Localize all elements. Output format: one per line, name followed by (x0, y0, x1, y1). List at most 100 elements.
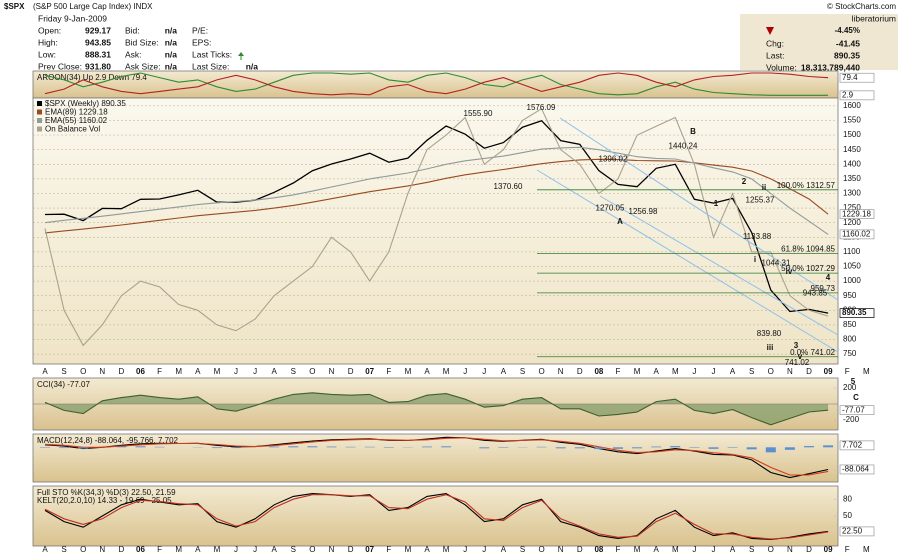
quote-value: 929.17 (85, 25, 111, 35)
trend-channel (536, 169, 839, 353)
x-tick-label: A (195, 367, 201, 376)
x-tick-label: J (234, 545, 238, 554)
value-box-label: 79.4 (842, 73, 858, 82)
x-tick-label: A (272, 545, 278, 554)
x-tick-label: M (672, 367, 679, 376)
x-tick-label: D (806, 545, 812, 554)
x-tick-label: M (443, 545, 450, 554)
wave-label: B (690, 127, 696, 136)
watermark: liberatorium (852, 13, 896, 23)
x-tick-label: D (577, 545, 583, 554)
quote-value: n/a (165, 49, 178, 59)
value-box-label: 7.702 (842, 440, 863, 449)
x-tick-label: M (863, 545, 870, 554)
x-tick-label: N (787, 545, 793, 554)
quote-label: High: (38, 37, 58, 47)
x-tick-label: A (42, 545, 48, 554)
quote-box (740, 14, 898, 70)
quote-label: Bid Size: (125, 37, 159, 47)
x-tick-label: O (80, 545, 86, 554)
wave-label: i (754, 255, 756, 264)
value-box-label: 1229.18 (842, 209, 871, 218)
x-tick-label: A (424, 367, 430, 376)
x-tick-label: S (61, 367, 66, 376)
quote-label: Last Ticks: (192, 49, 232, 59)
x-tick-label: A (730, 545, 736, 554)
y-tick-label: 1550 (843, 116, 861, 125)
x-tick-label: A (424, 545, 430, 554)
y-tick-label: 200 (843, 383, 857, 392)
change-pct: -4.45% (835, 26, 860, 35)
x-tick-label: D (577, 367, 583, 376)
x-tick-label: J (253, 545, 257, 554)
price-annotation: 839.80 (757, 329, 782, 338)
value-box (839, 405, 875, 416)
panel-subtitle: KELT(20,2.0,10) 14.33 - 19.69 - 25.05 (37, 496, 172, 505)
panel-title: AROON(34) Up 2.9 Down 79.4 (37, 73, 147, 82)
x-tick-label: 08 (594, 545, 603, 554)
histogram-bar (154, 446, 165, 448)
x-tick-label: F (386, 545, 391, 554)
wave-label: 2 (742, 177, 747, 186)
histogram-bar (78, 447, 89, 449)
x-tick-label: N (329, 367, 335, 376)
histogram-bar (288, 446, 299, 448)
quote-label: Prev Close: (38, 61, 82, 71)
x-tick-label: N (99, 367, 105, 376)
histogram-bar (364, 446, 375, 448)
price-annotation: 1270.05 (596, 203, 625, 212)
date: Friday 9-Jan-2009 (38, 13, 107, 23)
quote-value: 931.80 (85, 61, 111, 71)
x-tick-label: S (520, 545, 525, 554)
quote-label: Bid: (125, 25, 140, 35)
wave-label: iv (786, 267, 793, 276)
fib-label: 61.8% 1094.85 (781, 244, 835, 253)
x-tick-label: F (157, 367, 162, 376)
legend-entry: EMA(89) 1229.18 (45, 108, 108, 117)
x-tick-label: D (806, 367, 812, 376)
price-annotation: 1044.31 (762, 258, 791, 267)
quote-value: n/a (165, 37, 178, 47)
quote-label: Open: (38, 25, 61, 35)
price-annotation: 1370.60 (494, 182, 523, 191)
quote-value: -41.45 (836, 38, 860, 48)
quote-value: 890.35 (834, 50, 860, 60)
y-tick-label: 1350 (843, 174, 861, 183)
panel-title: MACD(12,24,8) -88.064, -95.766, 7.702 (37, 436, 179, 445)
price-annotation: 943.85 (803, 289, 828, 298)
x-tick-label: F (616, 367, 621, 376)
quote-label: EPS: (192, 37, 211, 47)
price-annotation: 1255.37 (746, 196, 775, 205)
y-tick-label: 1600 (843, 101, 861, 110)
x-tick-label: A (272, 367, 278, 376)
panel-title: CCI(34) -77.07 (37, 380, 90, 389)
x-tick-label: A (654, 545, 660, 554)
x-tick-label: 06 (136, 367, 145, 376)
x-tick-label: M (214, 545, 221, 554)
value-box (839, 229, 875, 240)
x-tick-label: A (654, 367, 660, 376)
fib-label: 50.0% 1027.29 (781, 264, 835, 273)
x-tick-label: J (234, 367, 238, 376)
x-tick-label: F (845, 367, 850, 376)
x-tick-label: M (443, 367, 450, 376)
x-tick-label: D (348, 545, 354, 554)
panel (32, 97, 839, 365)
x-tick-label: D (119, 545, 125, 554)
x-tick-label: S (291, 367, 296, 376)
value-box-label: -88.064 (842, 465, 870, 474)
x-tick-label: 08 (594, 367, 603, 376)
down-triangle (766, 27, 774, 35)
x-tick-label: S (749, 367, 754, 376)
x-tick-label: D (348, 367, 354, 376)
y-tick-label: -200 (843, 415, 860, 424)
x-tick-label: J (463, 367, 467, 376)
y-tick-label: 80 (843, 494, 852, 503)
legend-swatch (37, 126, 42, 132)
x-tick-label: S (749, 545, 754, 554)
x-tick-label: S (61, 545, 66, 554)
histogram-bar (536, 446, 547, 448)
quote-label: Ask Size: (125, 61, 160, 71)
histogram-bar (307, 446, 318, 448)
histogram-bar (383, 447, 394, 448)
